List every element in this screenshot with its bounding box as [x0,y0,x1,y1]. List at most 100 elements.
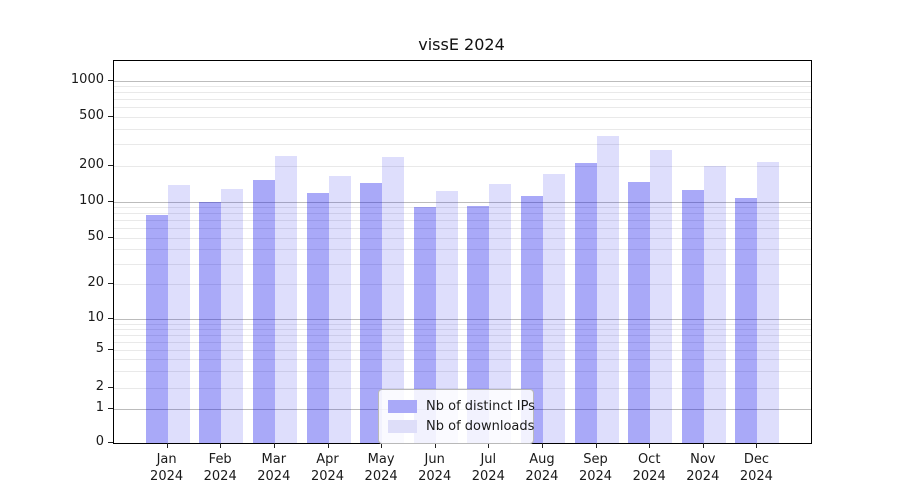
gridline-minor-700 [114,99,811,101]
bar-jun-distinct-ips [413,207,436,443]
gridline-minor-7 [114,334,811,336]
x-tick-mark-feb [220,443,222,448]
gridline-minor-30 [114,263,811,265]
x-tick-mark-may [381,443,383,448]
x-tick-mark-mar [273,443,275,448]
gridline-major-100 [114,201,811,203]
y-tick-mark-200 [108,164,113,166]
bar-dec-downloads [757,161,780,443]
legend-item-downloads: Nb of downloads [388,416,534,436]
x-tick-mark-apr [327,443,329,448]
bar-jan-downloads [167,184,190,443]
bar-mar-downloads [274,156,297,443]
bar-nov-distinct-ips [681,189,704,443]
gridline-minor-500 [114,117,811,118]
y-tick-label-0: 0 [95,434,104,449]
x-tick-mark-oct [649,443,651,448]
y-tick-mark-1 [108,408,113,409]
gridline-major-10 [114,319,811,321]
gridline-minor-900 [114,86,811,87]
bar-nov-downloads [703,165,726,443]
x-tick-mark-dec [756,443,758,448]
y-tick-label-5: 5 [95,340,104,356]
legend-label-distinct-ips: Nb of distinct IPs [426,398,535,414]
y-tick-label-200: 200 [79,156,104,172]
bar-apr-downloads [328,175,351,443]
bar-jul-downloads [489,184,512,443]
legend-label-downloads: Nb of downloads [426,418,535,434]
y-tick-label-100: 100 [79,192,104,208]
y-tick-mark-1000 [108,79,113,81]
gridline-minor-80 [114,213,811,215]
gridline-minor-90 [114,207,811,208]
bar-dec-distinct-ips [735,197,758,443]
legend: Nb of distinct IPs Nb of downloads [378,389,535,444]
bar-jul-distinct-ips [467,206,490,443]
x-tick-label-jul: Jul 2024 [471,452,505,484]
bar-sep-downloads [596,135,619,443]
y-tick-label-10: 10 [87,310,104,326]
x-tick-mark-jan [166,443,168,448]
gridline-minor-5 [114,349,811,351]
bar-mar-distinct-ips [252,180,275,443]
y-tick-mark-2 [108,386,113,388]
x-tick-label-may: May 2024 [364,452,398,484]
bar-feb-distinct-ips [199,201,222,443]
y-tick-mark-50 [108,236,113,238]
y-tick-mark-500 [108,116,113,117]
bar-jan-distinct-ips [145,214,168,443]
legend-item-distinct-ips: Nb of distinct IPs [388,396,535,416]
bar-may-downloads [382,157,405,443]
x-tick-label-jan: Jan 2024 [150,452,184,484]
bar-jun-downloads [435,191,458,443]
gridline-minor-40 [114,249,811,250]
x-tick-label-feb: Feb 2024 [203,452,237,484]
gridline-minor-4 [114,358,811,360]
x-tick-mark-nov [702,443,704,448]
gridline-minor-300 [114,144,811,145]
x-tick-label-apr: Apr 2024 [310,452,345,484]
plot-area: Nb of distinct IPs Nb of downloads [113,60,812,444]
bar-aug-distinct-ips [520,195,543,443]
gridline-minor-9 [114,323,811,325]
x-tick-mark-jul [488,443,490,448]
y-tick-label-2: 2 [95,378,104,394]
bar-sep-distinct-ips [574,162,597,443]
bar-may-distinct-ips [360,183,383,443]
x-tick-mark-jun [434,443,436,448]
legend-swatch-downloads [388,419,417,433]
gridline-minor-20 [114,284,811,286]
gridline-minor-200 [114,165,811,167]
x-tick-label-nov: Nov 2024 [686,452,720,484]
x-tick-label-jun: Jun 2024 [418,452,452,484]
gridline-minor-50 [114,237,811,239]
x-tick-label-oct: Oct 2024 [632,452,666,484]
bar-aug-downloads [542,173,565,443]
gridline-minor-60 [114,228,811,230]
x-tick-label-mar: Mar 2024 [257,452,291,484]
gridline-minor-2 [114,387,811,389]
y-tick-mark-10 [108,318,113,320]
gridline-minor-400 [114,128,811,130]
y-tick-mark-0 [108,442,113,443]
bar-apr-distinct-ips [306,192,329,443]
chart-title: vissE 2024 [418,35,505,54]
gridline-minor-70 [114,220,811,222]
x-tick-mark-aug [541,443,543,448]
y-tick-mark-100 [108,200,113,202]
gridline-minor-800 [114,92,811,94]
x-tick-label-dec: Dec 2024 [739,452,773,484]
gridline-minor-6 [114,341,811,343]
gridline-major-1000 [114,80,811,82]
legend-swatch-distinct-ips [388,399,417,413]
y-tick-label-1: 1 [95,400,104,415]
y-tick-label-500: 500 [79,108,104,123]
gridline-minor-600 [114,107,811,109]
gridline-minor-3 [114,370,811,372]
bar-feb-downloads [221,188,244,443]
x-tick-mark-sep [595,443,597,448]
bar-oct-downloads [650,149,673,443]
y-tick-mark-5 [108,348,113,350]
y-tick-label-20: 20 [87,275,104,291]
y-tick-label-50: 50 [87,228,104,244]
